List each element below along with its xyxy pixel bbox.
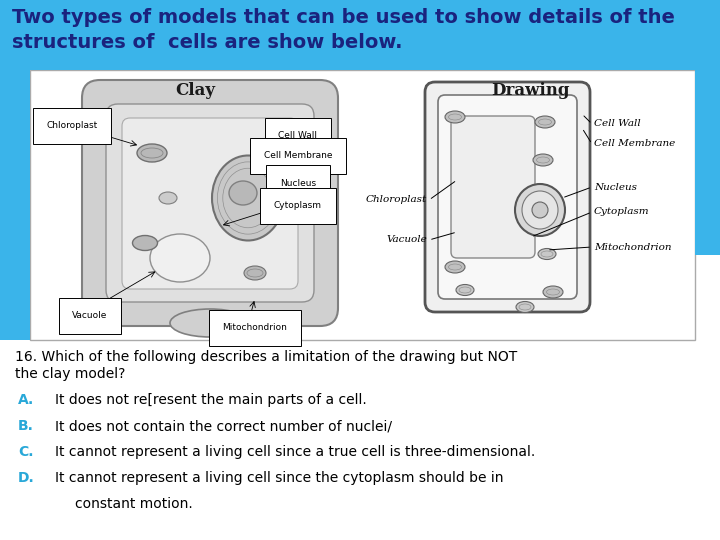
Text: Cytoplasm: Cytoplasm — [274, 201, 322, 211]
Text: the clay model?: the clay model? — [15, 367, 125, 381]
Text: Nucleus: Nucleus — [594, 183, 637, 192]
Ellipse shape — [456, 285, 474, 295]
Text: Cell Wall: Cell Wall — [594, 119, 641, 129]
Text: Chloroplast: Chloroplast — [366, 195, 427, 205]
Text: Mitochondrion: Mitochondrion — [222, 323, 287, 333]
Text: Mitochondrion: Mitochondrion — [594, 242, 672, 252]
FancyBboxPatch shape — [695, 70, 720, 255]
Text: C.: C. — [18, 445, 34, 459]
Text: It does not re[resent the main parts of a cell.: It does not re[resent the main parts of … — [55, 393, 366, 407]
Text: It cannot represent a living cell since the cytoplasm should be in: It cannot represent a living cell since … — [55, 471, 503, 485]
FancyBboxPatch shape — [425, 82, 590, 312]
Ellipse shape — [543, 286, 563, 298]
Text: Clay: Clay — [175, 82, 215, 99]
FancyBboxPatch shape — [82, 80, 338, 326]
Text: Drawing: Drawing — [491, 82, 570, 99]
Ellipse shape — [515, 184, 565, 236]
Text: Cell Wall: Cell Wall — [279, 132, 318, 140]
Text: constant motion.: constant motion. — [75, 497, 193, 511]
Ellipse shape — [132, 235, 158, 251]
Text: Cell Membrane: Cell Membrane — [594, 139, 675, 148]
FancyBboxPatch shape — [0, 70, 30, 340]
FancyBboxPatch shape — [106, 104, 314, 302]
FancyBboxPatch shape — [30, 70, 695, 340]
Text: Nucleus: Nucleus — [280, 179, 316, 187]
Text: A.: A. — [18, 393, 35, 407]
Ellipse shape — [170, 309, 250, 337]
Ellipse shape — [244, 266, 266, 280]
Ellipse shape — [538, 248, 556, 260]
Ellipse shape — [532, 202, 548, 218]
Text: Two types of models that can be used to show details of the
structures of  cells: Two types of models that can be used to … — [12, 8, 675, 52]
Ellipse shape — [229, 181, 257, 205]
FancyBboxPatch shape — [438, 95, 577, 299]
Ellipse shape — [150, 234, 210, 282]
Ellipse shape — [445, 111, 465, 123]
Ellipse shape — [535, 116, 555, 128]
FancyBboxPatch shape — [0, 0, 720, 70]
Text: Vacuole: Vacuole — [386, 235, 427, 245]
Text: It does not contain the correct number of nuclei/: It does not contain the correct number o… — [55, 419, 392, 433]
Ellipse shape — [212, 156, 284, 240]
Text: Vacuole: Vacuole — [72, 312, 108, 321]
Text: Cytoplasm: Cytoplasm — [594, 207, 649, 217]
Ellipse shape — [445, 261, 465, 273]
Text: Chloroplast: Chloroplast — [46, 122, 98, 131]
Ellipse shape — [522, 191, 558, 229]
Text: D.: D. — [18, 471, 35, 485]
Text: 16. Which of the following describes a limitation of the drawing but NOT: 16. Which of the following describes a l… — [15, 350, 517, 364]
Ellipse shape — [533, 154, 553, 166]
FancyBboxPatch shape — [451, 116, 535, 258]
Text: It cannot represent a living cell since a true cell is three-dimensional.: It cannot represent a living cell since … — [55, 445, 535, 459]
Ellipse shape — [516, 301, 534, 313]
Text: Cell Membrane: Cell Membrane — [264, 152, 332, 160]
Text: B.: B. — [18, 419, 34, 433]
Ellipse shape — [137, 144, 167, 162]
Ellipse shape — [159, 192, 177, 204]
FancyBboxPatch shape — [122, 118, 298, 289]
